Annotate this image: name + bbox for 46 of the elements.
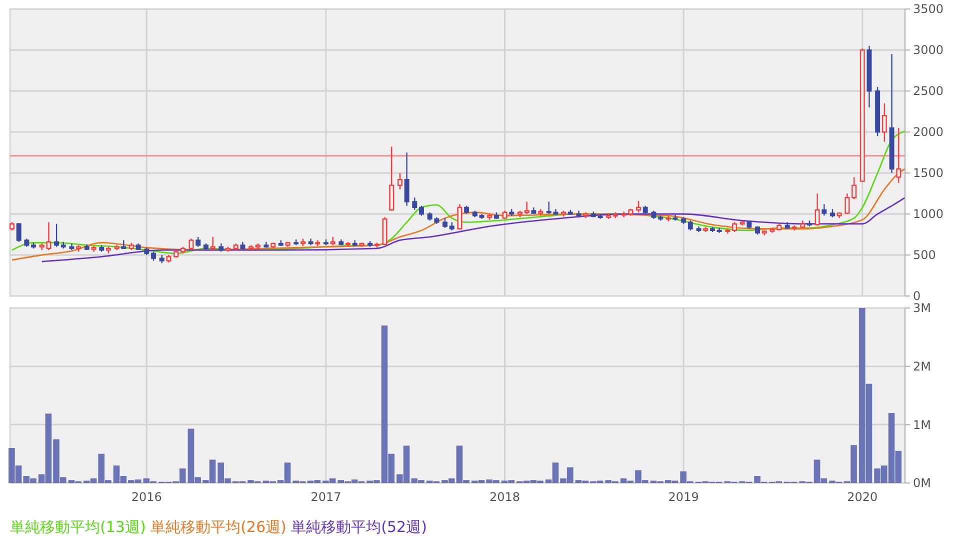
y-tick-label: 1500 — [913, 166, 944, 180]
text: 単純移動平均(13週) — [10, 518, 151, 536]
candlestick — [412, 197, 418, 210]
candlestick — [188, 238, 194, 251]
y-tick-label: 2500 — [913, 84, 944, 98]
y-tick-label: 3000 — [913, 43, 944, 58]
candlestick — [882, 102, 887, 142]
candlestick — [457, 204, 462, 230]
text: 単純移動平均(26週) — [150, 518, 292, 536]
candlestick — [524, 201, 530, 215]
x-tick-label: 2016 — [131, 490, 162, 504]
y-tick-label: 0 — [913, 289, 921, 304]
candlestick — [404, 152, 410, 206]
line-series — [41, 196, 906, 262]
candlestick — [397, 172, 402, 190]
line-series — [11, 168, 906, 261]
y-tick-label: 500 — [913, 248, 936, 262]
candlestick — [822, 204, 827, 216]
candlestick — [852, 176, 857, 200]
y-tick-label: 1000 — [913, 207, 944, 222]
x-tick-label: 2018 — [490, 490, 520, 504]
text: 単純移動平均(52週) — [291, 518, 427, 536]
x-tick-label: 2019 — [668, 490, 699, 504]
y-tick-label: 3500 — [913, 2, 944, 16]
candlestick — [419, 205, 424, 216]
candlestick — [636, 200, 641, 213]
candlestick — [688, 220, 693, 231]
y-tick-label: 2000 — [913, 125, 944, 140]
y-tick-label: 0M — [913, 476, 931, 490]
candlestick — [196, 236, 201, 248]
candlestick — [121, 240, 126, 250]
candlestick — [151, 251, 156, 262]
candlestick — [844, 192, 850, 215]
candlestick — [210, 236, 216, 251]
y-tick-label: 2M — [913, 360, 931, 374]
x-tick-label: 2017 — [310, 490, 342, 504]
candlestick — [442, 218, 448, 229]
y-tick-label: 1M — [913, 418, 931, 432]
candlestick — [896, 127, 902, 184]
line-series — [11, 130, 906, 254]
candlestick — [814, 192, 820, 226]
y-tick-label: 3M — [913, 301, 931, 316]
candlestick — [54, 223, 60, 248]
candlestick — [732, 222, 738, 233]
x-tick-label: 2020 — [847, 490, 878, 504]
candlestick — [16, 222, 22, 242]
